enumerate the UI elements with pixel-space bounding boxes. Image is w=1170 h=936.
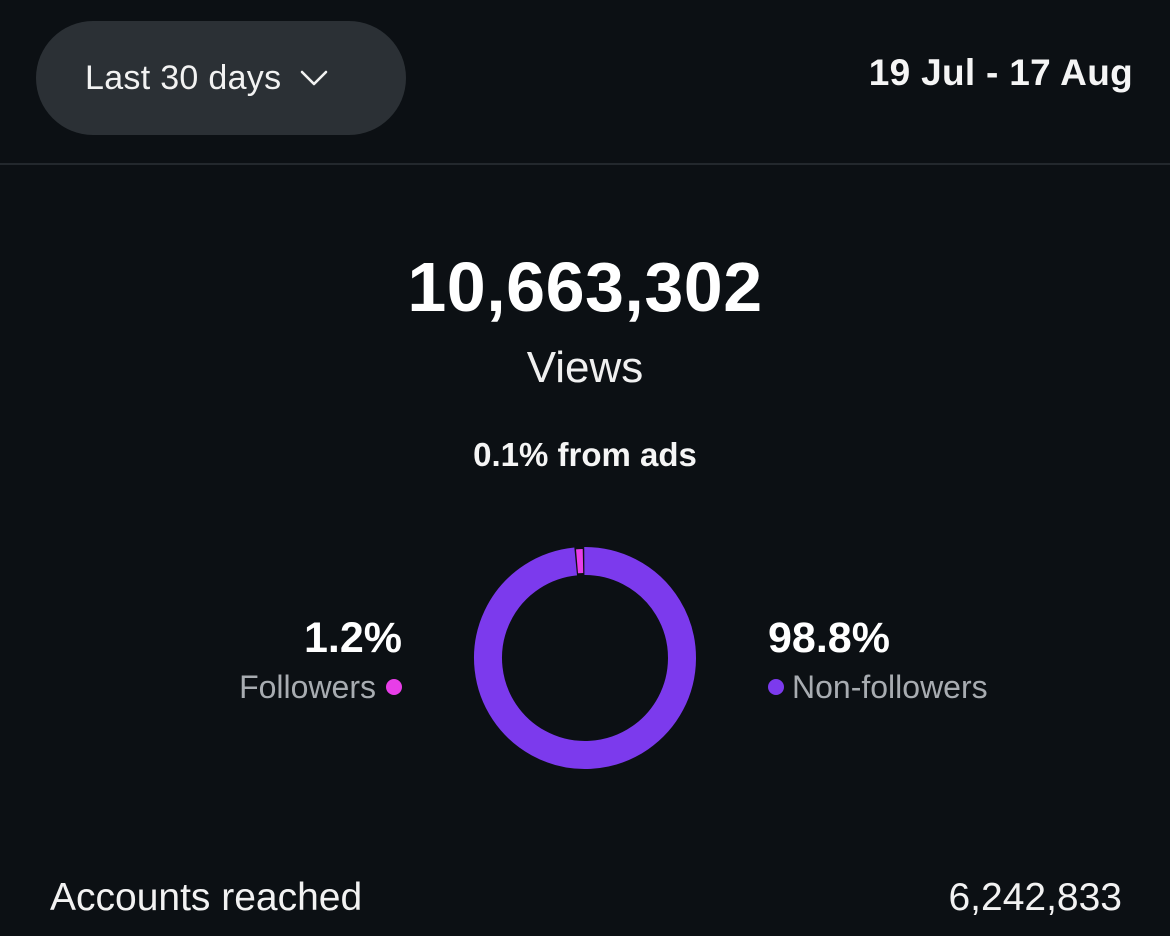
insights-header: Last 30 days 19 Jul - 17 Aug [0, 0, 1170, 165]
donut-slice-non-followers [474, 547, 696, 769]
accounts-reached-label: Accounts reached [50, 876, 363, 919]
accounts-reached-value: 6,242,833 [948, 876, 1122, 919]
followers-percent: 1.2% [303, 614, 402, 662]
non-followers-stat: 98.8% Non-followers [768, 613, 988, 711]
followers-dot-icon [386, 679, 402, 695]
followers-legend: Followers [239, 663, 402, 711]
followers-legend-label: Followers [239, 669, 376, 705]
non-followers-dot-icon [768, 679, 784, 695]
views-label: Views [526, 343, 644, 392]
chevron-down-icon [301, 70, 328, 86]
non-followers-legend: Non-followers [768, 663, 988, 711]
date-range-selector-label: Last 30 days [85, 58, 282, 97]
non-followers-percent: 98.8% [768, 614, 890, 662]
views-total: 10,663,302 [407, 248, 763, 326]
date-range-text: 19 Jul - 17 Aug [868, 52, 1133, 93]
non-followers-legend-label: Non-followers [792, 669, 988, 705]
followers-stat: 1.2% Followers [239, 613, 402, 711]
date-range-selector[interactable]: Last 30 days [36, 21, 406, 135]
views-donut-chart [474, 547, 696, 769]
ads-note: 0.1% from ads [473, 436, 697, 473]
